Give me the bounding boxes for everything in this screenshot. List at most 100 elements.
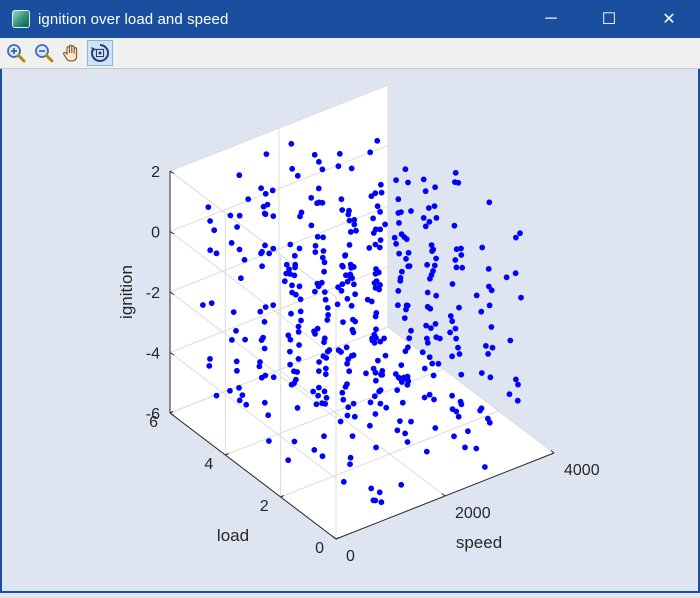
data-point xyxy=(340,396,347,403)
grid-line xyxy=(169,352,337,479)
scatter3-chart[interactable]: 0 2000 4000 0 2 4 6-6 -4 -2 0 2 speed load ignitio… xyxy=(0,69,700,593)
data-point xyxy=(477,407,483,414)
data-point xyxy=(478,308,485,315)
data-point xyxy=(323,354,330,361)
data-point xyxy=(368,485,375,492)
z-tick xyxy=(169,412,175,416)
data-point xyxy=(295,323,302,330)
data-point xyxy=(376,388,382,395)
data-point xyxy=(377,338,384,345)
x-tick xyxy=(332,536,337,540)
data-point xyxy=(342,252,348,259)
data-point xyxy=(322,365,329,372)
data-point xyxy=(372,411,379,417)
data-points xyxy=(199,137,524,506)
data-point xyxy=(371,339,378,346)
data-point xyxy=(287,241,294,248)
data-point xyxy=(408,327,414,334)
zoom-in-button[interactable] xyxy=(3,40,29,66)
data-point xyxy=(370,215,376,222)
data-point xyxy=(382,221,388,228)
data-point xyxy=(402,166,409,173)
data-point xyxy=(260,203,267,210)
data-point xyxy=(485,283,492,290)
data-point xyxy=(447,313,454,319)
data-point xyxy=(430,372,437,379)
data-point xyxy=(319,400,325,407)
data-point xyxy=(451,433,457,440)
zoom-out-button[interactable] xyxy=(31,40,57,66)
data-point xyxy=(211,227,218,234)
data-point xyxy=(335,163,342,170)
data-point xyxy=(372,270,379,277)
data-point xyxy=(261,210,268,217)
app-icon xyxy=(12,10,30,28)
data-point xyxy=(322,371,329,378)
data-point xyxy=(236,384,242,391)
data-point xyxy=(458,252,465,258)
data-point xyxy=(236,212,243,219)
data-point xyxy=(286,266,292,273)
data-point xyxy=(395,374,402,381)
grid-line xyxy=(169,145,389,232)
data-point xyxy=(405,263,412,270)
data-point xyxy=(337,418,344,425)
data-point xyxy=(205,204,212,210)
pan-button[interactable] xyxy=(59,40,85,66)
y-tick-label: 4 xyxy=(204,456,213,473)
data-point xyxy=(344,412,351,419)
data-point xyxy=(451,222,458,229)
data-point xyxy=(423,448,430,455)
data-point xyxy=(324,317,331,323)
data-point xyxy=(321,268,327,275)
grid-line xyxy=(387,326,555,454)
data-point xyxy=(405,378,412,385)
data-point xyxy=(368,298,375,305)
rotate-3d-button[interactable] xyxy=(87,40,113,66)
data-point xyxy=(455,413,462,420)
data-point xyxy=(423,335,430,342)
data-point xyxy=(336,150,343,157)
data-point xyxy=(344,295,351,302)
z-tick-label: -4 xyxy=(146,346,160,363)
data-point xyxy=(518,294,524,301)
minimize-button[interactable]: ─ xyxy=(528,0,574,38)
data-point xyxy=(372,241,379,248)
data-point xyxy=(486,302,493,309)
data-point xyxy=(393,177,399,183)
data-point xyxy=(367,149,374,156)
data-point xyxy=(374,357,381,364)
data-point xyxy=(423,322,429,329)
data-point xyxy=(339,262,345,269)
data-point xyxy=(350,400,357,407)
z-tick-label: -6 xyxy=(146,406,160,423)
data-point xyxy=(432,320,439,327)
data-point xyxy=(396,418,403,424)
data-point xyxy=(292,291,299,298)
data-point xyxy=(394,427,401,434)
data-point xyxy=(371,393,378,400)
data-point xyxy=(295,355,302,362)
data-point xyxy=(431,396,437,403)
data-point xyxy=(308,194,315,201)
data-point xyxy=(452,325,459,332)
data-point xyxy=(236,397,243,404)
data-point xyxy=(462,444,468,451)
data-point xyxy=(270,245,277,252)
data-point xyxy=(213,250,220,257)
data-point xyxy=(297,296,304,303)
data-point xyxy=(372,284,379,291)
close-button[interactable]: ✕ xyxy=(646,0,692,38)
data-point xyxy=(234,224,240,230)
data-point xyxy=(319,254,326,261)
data-point xyxy=(316,359,322,365)
data-point xyxy=(318,279,325,286)
data-point xyxy=(406,335,413,342)
data-point xyxy=(320,234,326,241)
grid-line xyxy=(280,410,499,498)
data-point xyxy=(261,399,268,406)
data-point xyxy=(429,248,435,254)
data-point xyxy=(458,245,464,252)
maximize-button[interactable]: ☐ xyxy=(586,0,632,38)
data-point xyxy=(334,301,341,308)
